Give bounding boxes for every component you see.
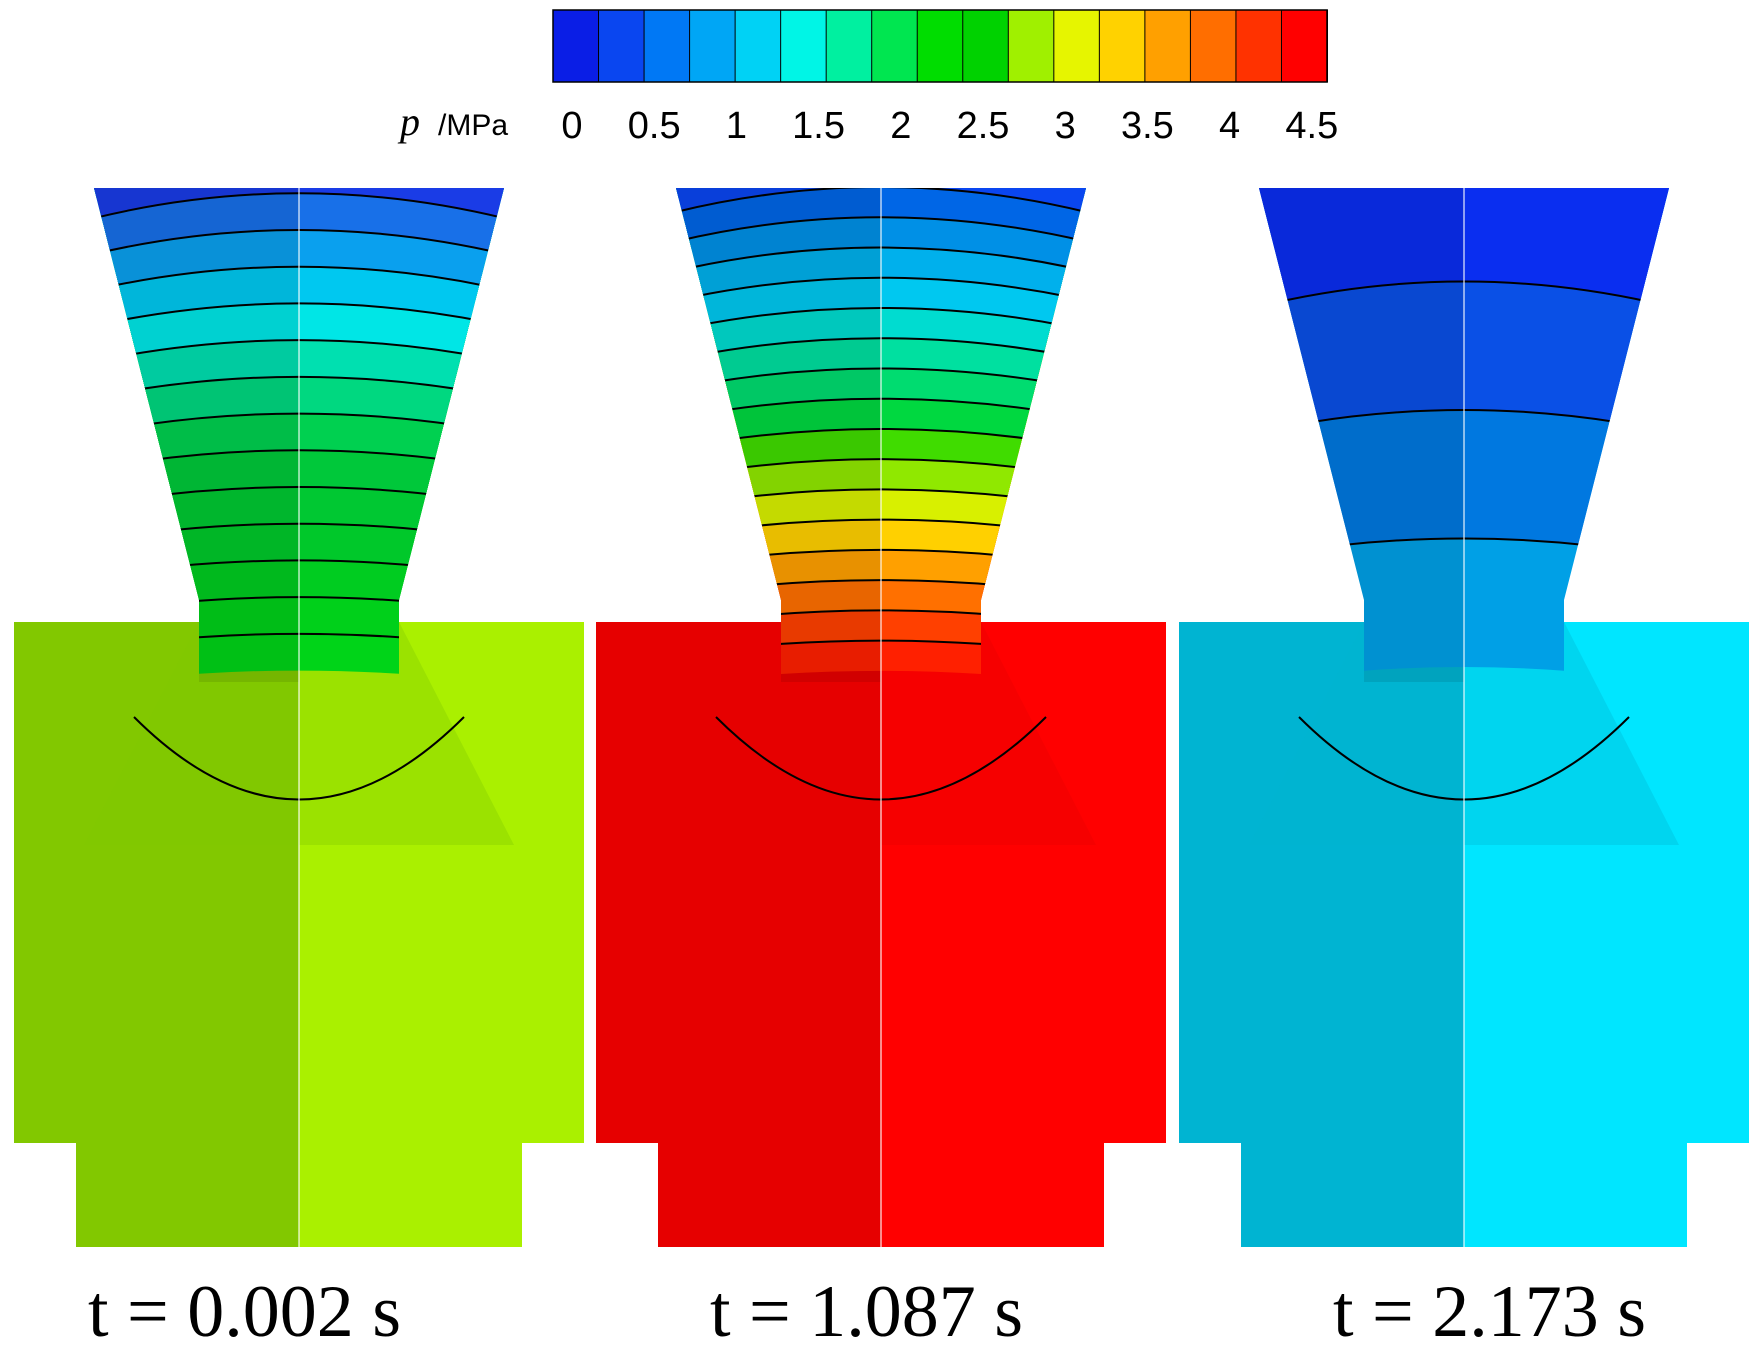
- colorbar-swatch: [1144, 9, 1192, 83]
- colorbar-swatch: [780, 9, 828, 83]
- panel-t-0-002: [14, 188, 584, 1247]
- colorbar-swatch: [871, 9, 919, 83]
- chamber-left-half: [1179, 622, 1464, 1143]
- colorbar-swatch: [916, 9, 964, 83]
- pressure-band: [94, 188, 504, 234]
- colorbar-swatch: [1053, 9, 1101, 83]
- left-half-shade: [1259, 188, 1464, 682]
- colorbar-tick-label: 4.5: [1285, 105, 1338, 147]
- chamber-left-half: [14, 622, 299, 1143]
- colorbar-tick-label: 2: [890, 105, 911, 147]
- chamber-right-half: [1464, 622, 1749, 1143]
- colorbar-tick-label: 1: [726, 105, 747, 147]
- time-label-0: t = 0.002 s: [88, 1271, 401, 1353]
- left-half-shade: [94, 188, 299, 682]
- colorbar-swatch: [552, 9, 600, 83]
- colorbar-swatch: [689, 9, 737, 83]
- outlet-right-half: [881, 1141, 1104, 1247]
- colorbar-swatch: [1189, 9, 1237, 83]
- time-label-1: t = 1.087 s: [710, 1271, 1023, 1353]
- panel-t-2-173: [1179, 188, 1749, 1247]
- colorbar-frame: [552, 9, 1328, 83]
- colorbar-tick-labels: 0 0.5 1 1.5 2 2.5 3 3.5 4 4.5: [561, 105, 1338, 147]
- outlet-left-half: [76, 1141, 299, 1247]
- colorbar-tick-label: 3.5: [1121, 105, 1174, 147]
- colorbar-tick-label: 3: [1055, 105, 1076, 147]
- left-half-shade: [676, 188, 881, 682]
- colorbar-tick-label: 2.5: [957, 105, 1010, 147]
- colorbar-tick-label: 0.5: [628, 105, 681, 147]
- colorbar-swatch: [962, 9, 1010, 83]
- colorbar-tick-label: 0: [561, 105, 582, 147]
- colorbar-tick-label: 4: [1219, 105, 1240, 147]
- pressure-colorbar: [552, 9, 1328, 83]
- time-label-2: t = 2.173 s: [1333, 1271, 1646, 1353]
- chamber-right-half: [881, 622, 1166, 1143]
- colorbar-tick-label: 1.5: [792, 105, 845, 147]
- colorbar-swatch: [1007, 9, 1055, 83]
- colorbar-swatch: [1235, 9, 1283, 83]
- colorbar-swatch: [643, 9, 691, 83]
- colorbar-swatch: [734, 9, 782, 83]
- colorbar-variable-label: p: [397, 99, 420, 144]
- colorbar-swatch: [1098, 9, 1146, 83]
- colorbar-swatch: [1280, 9, 1328, 83]
- outlet-right-half: [1464, 1141, 1687, 1247]
- outlet-left-half: [1241, 1141, 1464, 1247]
- colorbar-swatch: [598, 9, 646, 83]
- outlet-right-half: [299, 1141, 522, 1247]
- outlet-left-half: [658, 1141, 881, 1247]
- colorbar-unit-label: /MPa: [438, 109, 508, 142]
- panel-t-1-087: [596, 188, 1166, 1247]
- chamber-left-half: [596, 622, 881, 1143]
- pressure-band: [676, 188, 1086, 228]
- chamber-right-half: [299, 622, 584, 1143]
- contour-line: [676, 188, 1086, 229]
- colorbar-swatch: [825, 9, 873, 83]
